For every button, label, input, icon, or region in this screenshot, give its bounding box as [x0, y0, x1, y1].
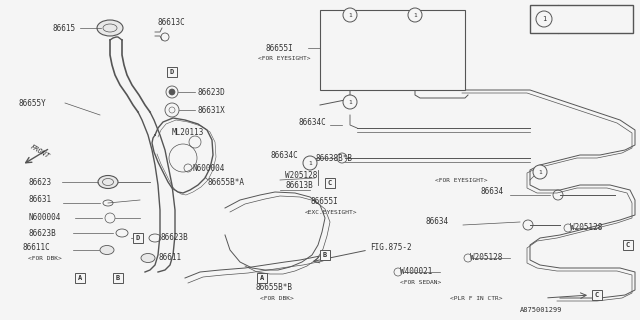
Text: 86631: 86631	[28, 196, 51, 204]
Text: 86655Y: 86655Y	[18, 99, 45, 108]
Text: C: C	[328, 180, 332, 186]
Text: 1: 1	[348, 100, 352, 105]
Bar	[167, 67, 177, 77]
Ellipse shape	[97, 20, 123, 36]
Circle shape	[303, 156, 317, 170]
Text: W205128: W205128	[570, 223, 602, 233]
Text: <EXC.EYESIGHT>: <EXC.EYESIGHT>	[305, 210, 358, 214]
Text: A: A	[78, 275, 82, 281]
Bar	[623, 240, 633, 250]
Text: <FOR DBK>: <FOR DBK>	[260, 295, 294, 300]
Text: 86611C: 86611C	[22, 244, 50, 252]
Text: 86634: 86634	[425, 218, 448, 227]
Text: FIG.875-2: FIG.875-2	[370, 244, 412, 252]
Text: 86638B*B: 86638B*B	[315, 154, 352, 163]
Text: 86634C: 86634C	[298, 117, 326, 126]
Bar	[75, 273, 85, 283]
Text: 86623B: 86623B	[28, 228, 56, 237]
Text: 86636D: 86636D	[580, 14, 615, 24]
Text: 86623B: 86623B	[160, 234, 188, 243]
Text: 1: 1	[538, 170, 542, 174]
Text: 86655B*B: 86655B*B	[255, 284, 292, 292]
Text: 86615: 86615	[52, 23, 75, 33]
Bar	[113, 273, 123, 283]
Text: 1: 1	[308, 161, 312, 165]
Text: 1: 1	[348, 12, 352, 18]
Text: <PLR F IN CTR>: <PLR F IN CTR>	[450, 295, 502, 300]
Bar	[530, 5, 633, 33]
Text: FRONT: FRONT	[29, 144, 51, 160]
Text: ML20113: ML20113	[172, 127, 204, 137]
Circle shape	[343, 8, 357, 22]
Ellipse shape	[98, 175, 118, 188]
Text: 86611: 86611	[158, 253, 181, 262]
Bar	[257, 273, 267, 283]
Text: N600004: N600004	[192, 164, 225, 172]
Bar	[133, 233, 143, 243]
Text: W205128: W205128	[285, 171, 317, 180]
Text: 1: 1	[413, 12, 417, 18]
Text: D: D	[136, 235, 140, 241]
Text: A875001299: A875001299	[520, 307, 563, 313]
Text: 1: 1	[542, 16, 546, 22]
Text: 86655B*A: 86655B*A	[207, 178, 244, 187]
Text: A: A	[260, 275, 264, 281]
Text: 86613B: 86613B	[285, 180, 313, 189]
Text: 86623D: 86623D	[197, 87, 225, 97]
Text: N600004: N600004	[28, 213, 60, 222]
Text: 86613C: 86613C	[157, 18, 185, 27]
Text: W205128: W205128	[470, 253, 502, 262]
Text: <FOR DBK>: <FOR DBK>	[28, 255, 61, 260]
Circle shape	[343, 95, 357, 109]
Bar	[325, 178, 335, 188]
Text: 86631X: 86631X	[197, 106, 225, 115]
Ellipse shape	[100, 245, 114, 254]
Text: D: D	[170, 69, 174, 75]
Bar	[592, 290, 602, 300]
Bar	[320, 250, 330, 260]
Text: 86634C: 86634C	[270, 150, 298, 159]
Text: <FOR EYESIGHT>: <FOR EYESIGHT>	[258, 55, 310, 60]
Bar	[320, 10, 465, 90]
Text: 86655I: 86655I	[265, 44, 292, 52]
Text: <FOR EYESIGHT>: <FOR EYESIGHT>	[435, 178, 488, 182]
Circle shape	[408, 8, 422, 22]
Ellipse shape	[141, 253, 155, 262]
Text: C: C	[626, 242, 630, 248]
Text: B: B	[323, 252, 327, 258]
Circle shape	[169, 89, 175, 95]
Text: W400021: W400021	[400, 268, 433, 276]
Text: 86623: 86623	[28, 178, 51, 187]
Circle shape	[533, 165, 547, 179]
Text: C: C	[595, 292, 599, 298]
Text: <FOR SEDAN>: <FOR SEDAN>	[400, 279, 441, 284]
Text: 86655I: 86655I	[310, 197, 338, 206]
Text: B: B	[116, 275, 120, 281]
Text: 86634: 86634	[480, 188, 503, 196]
Circle shape	[536, 11, 552, 27]
